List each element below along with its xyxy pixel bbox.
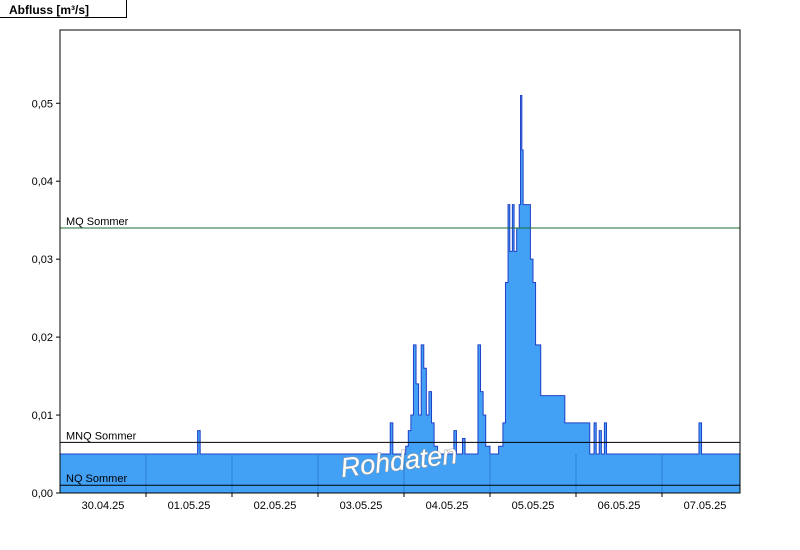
x-tick-label: 07.05.25 (684, 500, 727, 512)
y-tick-label: 0,05 (32, 98, 53, 110)
x-tick-label: 03.05.25 (340, 500, 383, 512)
plot-background (60, 30, 740, 493)
x-tick-label: 06.05.25 (598, 500, 641, 512)
y-tick-label: 0,03 (32, 254, 53, 266)
axis-title: Abfluss [m³/s] (0, 0, 127, 18)
discharge-area-series (59, 94, 741, 494)
y-tick-label: 0,02 (32, 332, 53, 344)
y-tick-label: 0,00 (32, 488, 53, 500)
x-tick-label: 05.05.25 (512, 500, 555, 512)
x-tick-label: 02.05.25 (254, 500, 297, 512)
y-tick-label: 0,04 (32, 176, 53, 188)
x-tick-label: 04.05.25 (426, 500, 469, 512)
reference-label-1: MNQ Sommer (66, 430, 137, 442)
reference-label-0: MQ Sommer (66, 216, 129, 228)
plot-border (59, 29, 741, 494)
x-tick-label: 01.05.25 (168, 500, 211, 512)
x-tick-label: 30.04.25 (82, 500, 125, 512)
reference-label-2: NQ Sommer (66, 473, 127, 485)
y-tick-label: 0,01 (32, 410, 53, 422)
